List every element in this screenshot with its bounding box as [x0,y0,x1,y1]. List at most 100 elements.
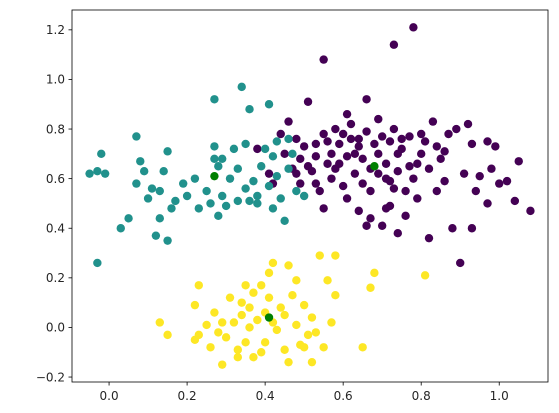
scatter-point [358,179,367,188]
scatter-point [354,142,363,151]
scatter-point [249,288,258,297]
scatter-point [389,124,399,134]
scatter-point [366,283,375,292]
scatter-point [225,174,235,183]
scatter-point [311,139,321,149]
scatter-point [218,360,227,369]
scatter-point [358,343,367,352]
scatter-point [409,174,418,183]
scatter-point [432,186,441,196]
scatter-point [389,40,399,49]
scatter-point [311,328,321,337]
scatter-point [237,82,246,92]
scatter-point [163,236,172,245]
scatter-point [331,124,340,134]
y-tick-label: 0.2 [46,271,65,285]
scatter-point [194,330,203,340]
scatter-point [202,320,211,330]
scatter-point [401,211,410,221]
scatter-point [526,206,535,216]
x-tick-label: 0.8 [412,389,431,403]
scatter-point [268,258,278,268]
scatter-point [374,114,383,124]
scatter-point [350,169,360,178]
scatter-point [249,176,258,186]
scatter-point [389,184,399,193]
scatter-point [280,216,289,225]
scatter-point [139,167,149,176]
scatter-point [456,258,465,268]
scatter-point [296,179,305,188]
scatter-point [194,204,203,213]
scatter-point [210,142,219,151]
scatter-point [276,303,285,312]
scatter-point [370,268,379,278]
scatter-point [323,159,332,168]
scatter-point [362,95,371,104]
scatter-point [393,167,402,176]
scatter-point [136,157,145,166]
scatter-point [315,251,324,260]
scatter-point [253,315,262,325]
scatter-point [280,149,289,159]
scatter-point [354,206,363,216]
scatter-point [335,159,344,168]
scatter-point [202,186,211,196]
scatter-point [338,129,348,139]
y-tick-label: 1.0 [46,73,65,87]
scatter-point [393,229,402,238]
scatter-point [331,251,340,260]
scatter-point [424,233,434,243]
scatter-point [284,117,293,126]
scatter-point [319,343,328,352]
scatter-point [299,142,309,151]
scatter-point [377,132,387,141]
scatter-point [182,191,192,201]
scatter-point [299,300,309,310]
scatter-point [296,154,305,163]
scatter-point [342,194,352,203]
scatter-point [93,258,102,268]
scatter-point [210,308,219,317]
scatter-point [436,154,445,163]
scatter-point [253,144,262,154]
scatter-point [257,162,266,171]
scatter-point [307,357,317,367]
x-axis: 0.0 0.2 0.4 0.6 0.8 1.0 [100,382,509,403]
scatter-point [206,199,215,208]
scatter-point [257,348,266,357]
scatter-point [167,204,176,213]
scatter-point [147,184,157,193]
scatter-point [280,310,289,320]
scatter-point [225,293,235,302]
scatter-point [264,181,274,191]
scatter-point [432,142,441,151]
scatter-point [206,343,215,352]
scatter-point [151,231,161,240]
scatter-point [440,147,449,156]
scatter-point [221,201,231,211]
scatter-point [471,186,481,196]
scatter-point [374,169,383,178]
scatter-point [444,129,453,139]
scatter-point [350,149,360,159]
scatter-point [214,211,223,221]
scatter-point [452,124,461,134]
scatter-point [233,196,243,206]
scatter-point [221,333,231,342]
scatter-point [323,276,332,285]
scatter-point [463,119,473,129]
scatter-point [354,134,363,144]
scatter-point [413,194,422,203]
scatter-point [299,343,309,352]
scatter-point [374,149,383,159]
scatter-point [385,176,395,186]
scatter-point [475,171,484,181]
scatter-point [272,137,282,146]
scatter-point [420,137,430,146]
scatter-point [459,169,469,178]
scatter-point [218,154,227,163]
scatter-point [381,204,391,213]
scatter-point [132,179,141,188]
scatter-point [405,132,414,141]
